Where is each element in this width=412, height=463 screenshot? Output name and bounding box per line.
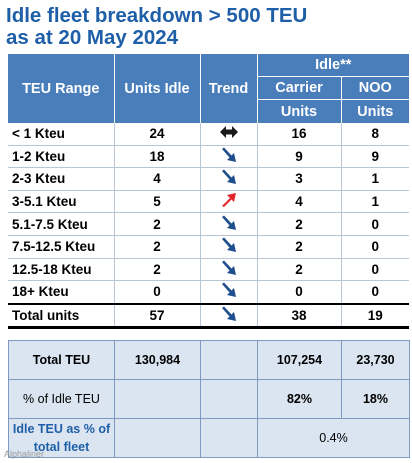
units-idle-cell: 2 <box>113 258 200 282</box>
carrier-units-cell: 3 <box>256 167 341 191</box>
trend-cell <box>199 145 257 169</box>
units-idle-cell: 18 <box>113 145 200 169</box>
header-idle: Idle** <box>256 54 410 77</box>
units-idle-cell: 2 <box>113 235 200 259</box>
down-arrow-icon <box>219 236 239 257</box>
pct-fleet-trend-empty <box>200 418 258 458</box>
watermark: Alphaliner <box>4 449 45 459</box>
table-row: 3-5.1 Kteu 5 4 1 <box>8 190 410 214</box>
pct-idle-label: % of Idle TEU <box>8 379 115 419</box>
carrier-units-cell: 2 <box>256 258 341 282</box>
units-idle-cell: 24 <box>113 123 200 146</box>
down-arrow-icon <box>219 214 239 235</box>
total-teu-trend-empty <box>200 340 258 380</box>
carrier-units-cell: 2 <box>256 212 341 236</box>
total-teu-label: Total TEU <box>8 340 115 380</box>
table-row: 7.5-12.5 Kteu 2 2 0 <box>8 235 410 259</box>
pct-fleet-label: Idle TEU as % of total fleet <box>8 418 115 458</box>
trend-cell <box>199 123 257 146</box>
header-teu-range: TEU Range <box>8 54 114 123</box>
table-row: 12.5-18 Kteu 2 2 0 <box>8 258 410 282</box>
total-teu-carrier: 107,254 <box>257 340 342 380</box>
down-arrow-icon <box>219 281 239 302</box>
noo-units-cell: 0 <box>340 258 410 282</box>
units-idle-cell: 4 <box>113 167 200 191</box>
title-line-2: as at 20 May 2024 <box>6 26 179 49</box>
carrier-units-cell: 16 <box>256 123 341 146</box>
trend-cell <box>199 280 257 305</box>
trend-cell <box>199 190 257 214</box>
table-row: 1-2 Kteu 18 9 9 <box>8 145 410 169</box>
range-cell: 2-3 Kteu <box>8 167 114 191</box>
units-idle-cell: 5 <box>113 190 200 214</box>
page-title: Idle fleet breakdown > 500 TEU as at 20 … <box>6 5 307 49</box>
pct-idle-row: % of Idle TEU 82% 18% <box>8 379 410 419</box>
trend-cell <box>199 167 257 191</box>
down-arrow-icon <box>219 305 239 326</box>
noo-units-cell: 1 <box>340 190 410 214</box>
pct-fleet-units-empty <box>114 418 201 458</box>
trend-cell <box>199 258 257 282</box>
summary-table: Total TEU 130,984 107,254 23,730 % of Id… <box>8 340 410 458</box>
up-arrow-icon <box>219 191 239 212</box>
title-line-1: Idle fleet breakdown > 500 TEU <box>6 4 308 27</box>
header-trend: Trend <box>199 54 257 123</box>
range-cell: 5.1-7.5 Kteu <box>8 212 114 236</box>
pct-idle-trend-empty <box>200 379 258 419</box>
range-cell: 1-2 Kteu <box>8 145 114 169</box>
noo-units-cell: 0 <box>340 235 410 259</box>
range-cell: 7.5-12.5 Kteu <box>8 235 114 259</box>
table-row: 18+ Kteu 0 0 0 <box>8 280 410 305</box>
range-cell: 3-5.1 Kteu <box>8 190 114 214</box>
pct-idle-noo: 18% <box>341 379 410 419</box>
total-teu-row: Total TEU 130,984 107,254 23,730 <box>8 340 410 380</box>
carrier-units-cell: 2 <box>256 235 341 259</box>
units-idle-cell: 0 <box>113 280 200 305</box>
total-teu-noo: 23,730 <box>341 340 410 380</box>
flat-arrow-icon <box>219 123 239 144</box>
carrier-units-cell: 0 <box>256 280 341 305</box>
carrier-units-cell: 4 <box>256 190 341 214</box>
noo-units-cell: 9 <box>340 145 410 169</box>
pct-fleet-row: Idle TEU as % of total fleet 0.4% <box>8 418 410 458</box>
down-arrow-icon <box>219 168 239 189</box>
table-row: < 1 Kteu 24 16 8 <box>8 123 410 146</box>
range-cell: 18+ Kteu <box>8 280 114 305</box>
total-trend <box>199 302 257 329</box>
total-units: 57 <box>113 302 200 329</box>
units-idle-cell: 2 <box>113 212 200 236</box>
pct-idle-units-empty <box>114 379 201 419</box>
range-cell: 12.5-18 Kteu <box>8 258 114 282</box>
header-noo-units: Units <box>340 99 410 123</box>
pct-idle-carrier: 82% <box>257 379 342 419</box>
noo-units-cell: 0 <box>340 212 410 236</box>
header-carrier: Carrier <box>256 76 341 100</box>
pct-fleet-value: 0.4% <box>257 418 410 458</box>
trend-cell <box>199 212 257 236</box>
total-teu-units: 130,984 <box>114 340 201 380</box>
noo-units-cell: 1 <box>340 167 410 191</box>
header-carrier-units: Units <box>256 99 341 123</box>
trend-cell <box>199 235 257 259</box>
noo-units-cell: 0 <box>340 280 410 305</box>
down-arrow-icon <box>219 146 239 167</box>
range-cell: < 1 Kteu <box>8 123 114 146</box>
table-row: 2-3 Kteu 4 3 1 <box>8 167 410 191</box>
total-row: Total units 57 38 19 <box>8 302 410 329</box>
idle-fleet-table: TEU Range Units Idle Trend Idle** Carrie… <box>8 54 410 329</box>
total-label: Total units <box>8 302 114 329</box>
total-noo: 19 <box>340 302 410 329</box>
carrier-units-cell: 9 <box>256 145 341 169</box>
table-row: 5.1-7.5 Kteu 2 2 0 <box>8 212 410 236</box>
down-arrow-icon <box>219 259 239 280</box>
header-noo: NOO <box>340 76 410 100</box>
total-carrier: 38 <box>256 302 341 329</box>
header-units-idle: Units Idle <box>113 54 200 123</box>
noo-units-cell: 8 <box>340 123 410 146</box>
